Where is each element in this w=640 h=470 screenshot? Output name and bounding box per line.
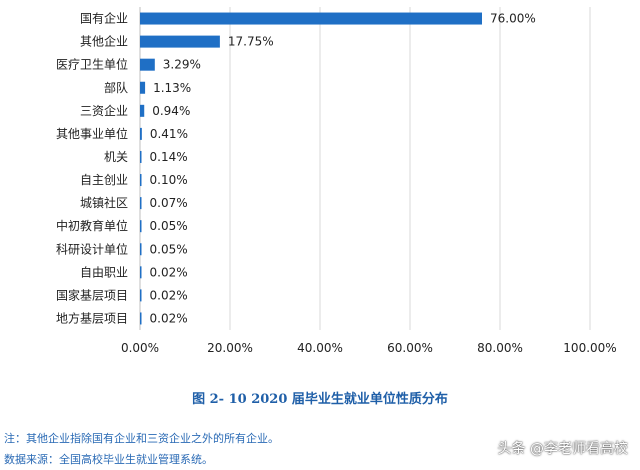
- value-label: 0.14%: [150, 150, 188, 164]
- category-label: 机关: [104, 150, 128, 164]
- data-source-note: 数据来源：全国高校毕业生就业管理系统。: [4, 453, 213, 466]
- value-label: 0.02%: [150, 288, 188, 302]
- bar: [140, 197, 142, 210]
- x-tick-label: 0.00%: [121, 341, 159, 355]
- x-tick-label: 20.00%: [207, 341, 253, 355]
- x-tick-label: 80.00%: [477, 341, 523, 355]
- value-label: 0.05%: [150, 242, 188, 256]
- bar: [140, 174, 142, 187]
- category-label: 科研设计单位: [56, 241, 128, 256]
- grid-lines: [229, 7, 591, 330]
- bar: [140, 289, 142, 302]
- value-labels: 76.00% 17.75% 3.29% 1.13% 0.94% 0.41% 0.14% 0.1…: [150, 12, 536, 326]
- value-label: 0.05%: [150, 219, 188, 233]
- bars: [140, 12, 482, 325]
- value-label: 0.10%: [150, 173, 188, 187]
- bar: [140, 58, 155, 71]
- bar: [140, 12, 482, 25]
- category-label: 中初教育单位: [56, 218, 128, 233]
- value-label: 76.00%: [490, 12, 536, 26]
- category-label: 自主创业: [80, 173, 128, 187]
- bar: [140, 81, 146, 94]
- bar: [140, 220, 142, 233]
- value-label: 0.02%: [150, 265, 188, 279]
- category-labels: 国有企业其他企业医疗卫生单位部队三资企业其他事业单位机关自主创业城镇社区中初教育…: [56, 11, 128, 326]
- chart-caption: 图 2- 10 2020 届毕业生就业单位性质分布: [192, 392, 448, 407]
- category-label: 其他事业单位: [56, 126, 128, 141]
- category-label: 国有企业: [80, 11, 128, 26]
- bar: [140, 127, 142, 140]
- bar: [140, 150, 142, 163]
- category-label: 国家基层项目: [56, 287, 128, 302]
- value-label: 1.13%: [153, 81, 191, 95]
- category-label: 城镇社区: [80, 195, 128, 210]
- bar: [140, 243, 142, 256]
- x-tick-label: 100.00%: [563, 341, 616, 355]
- x-tick-label: 60.00%: [387, 341, 433, 355]
- category-label: 其他企业: [80, 34, 128, 49]
- value-label: 0.41%: [150, 127, 188, 141]
- value-label: 0.07%: [150, 196, 188, 210]
- bar: [140, 104, 145, 117]
- watermark: 头条 @李老师看高校: [497, 441, 628, 457]
- category-label: 医疗卫生单位: [56, 57, 128, 72]
- bar: [140, 266, 142, 279]
- category-label: 三资企业: [80, 103, 128, 118]
- category-label: 自由职业: [80, 265, 128, 279]
- x-tick-label: 40.00%: [297, 341, 343, 355]
- category-label: 地方基层项目: [56, 310, 128, 325]
- bar-chart: 国有企业其他企业医疗卫生单位部队三资企业其他事业单位机关自主创业城镇社区中初教育…: [56, 7, 617, 355]
- bar: [140, 312, 142, 325]
- category-label: 部队: [104, 80, 128, 95]
- value-label: 17.75%: [228, 35, 274, 49]
- value-label: 0.94%: [152, 104, 190, 118]
- value-label: 3.29%: [163, 58, 201, 72]
- footnote: 注：其他企业指除国有企业和三资企业之外的所有企业。: [4, 432, 279, 445]
- bar: [140, 35, 220, 48]
- value-label: 0.02%: [150, 311, 188, 325]
- x-tick-labels: 0.00% 20.00% 40.00% 60.00% 80.00% 100.00%: [121, 341, 617, 355]
